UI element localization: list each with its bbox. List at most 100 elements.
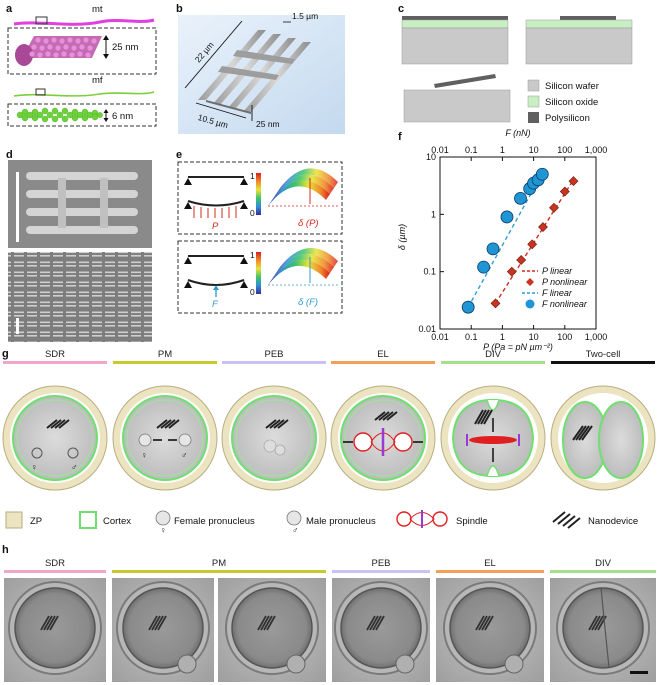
legend-male: Male pronucleus <box>306 516 376 527</box>
panel-h: h SDR PM PEB EL DIV <box>2 544 656 682</box>
polar-body <box>504 654 524 674</box>
nanodevice-image <box>588 615 607 631</box>
nanodevice-beam <box>572 425 584 441</box>
stage-color-bar <box>222 361 326 364</box>
colorbar <box>256 252 261 294</box>
mf-size-label: 6 nm <box>112 111 133 122</box>
x-tick-label: 100 <box>557 332 572 342</box>
data-point-diamond <box>568 176 579 187</box>
nanodevice-icon <box>46 419 70 429</box>
nanodevice-beam <box>382 411 394 421</box>
male-chromatin <box>67 447 79 459</box>
x-top-tick-label: 1 <box>500 145 505 155</box>
y-tick-label: 0.01 <box>418 324 436 334</box>
x-top-tick-label: 0.1 <box>465 145 478 155</box>
y-tick-label: 0.1 <box>423 267 436 277</box>
nanodevice-beam <box>474 409 484 425</box>
nanodevice-beam <box>260 615 270 631</box>
data-point-diamond <box>506 266 517 277</box>
stage-label-4: DIV <box>485 349 502 360</box>
fabrication-step-2 <box>525 16 633 65</box>
nanodevice-beam <box>43 615 53 631</box>
nanodevice-beam <box>151 615 161 631</box>
colorbar <box>256 173 261 215</box>
spindle-icon <box>396 510 448 528</box>
x-tick-label: 1 <box>500 332 505 342</box>
nanodevice-3d <box>198 30 311 114</box>
colorbar-min: 0 <box>250 287 255 297</box>
nanodevice-beam <box>46 615 56 631</box>
mt-label: mt <box>92 4 103 15</box>
legend-label: F nonlinear <box>542 299 588 309</box>
nanodevice-beam <box>40 615 50 631</box>
legend-label: P linear <box>542 266 573 276</box>
spindle-pole-body <box>393 432 413 452</box>
nanodevice-image <box>148 615 167 631</box>
female-chromatin <box>31 447 43 459</box>
zp-swatch <box>5 511 23 529</box>
scale-bar <box>16 318 19 334</box>
dim-width-label: 1.5 µm <box>292 11 318 21</box>
sem-beams <box>26 172 138 234</box>
colorbar-min: 0 <box>250 208 255 218</box>
oocyte <box>340 587 422 669</box>
nanodevice-beam <box>484 615 494 631</box>
stage-color-bar <box>436 570 544 573</box>
data-point-circle <box>535 167 549 181</box>
nanodevice-beam <box>168 419 180 429</box>
nanodevice-beam <box>58 419 70 429</box>
pronuclear-envelope-breakdown <box>263 439 277 453</box>
panel-label-d: d <box>6 149 13 161</box>
data-point-diamond <box>527 239 538 250</box>
nanodevice-beam <box>477 409 487 425</box>
x-tick-label: 10 <box>529 332 539 342</box>
polar-body <box>286 654 306 674</box>
data-point-diamond <box>549 202 559 213</box>
stage-label-3: EL <box>377 349 389 360</box>
x-axis-label: P (Pa = pN µm⁻²) <box>483 342 553 352</box>
stage-label-3: EL <box>484 558 496 569</box>
y-tick-label: 1 <box>431 209 436 219</box>
cleavage-furrow <box>486 465 500 477</box>
microtubule-line <box>13 18 155 26</box>
legend-cortex: Cortex <box>103 516 131 527</box>
female-symbol: ♀ <box>160 525 166 535</box>
nanodevice-icon <box>474 409 493 425</box>
panel-f: f F (nN) δ (µm) P (Pa = pN µm⁻²) 0.010.0… <box>397 128 607 352</box>
nanodevice-beam <box>148 615 158 631</box>
spindle-pole-body <box>353 432 373 452</box>
panel-label-c: c <box>398 3 404 15</box>
plot-frame <box>439 156 597 330</box>
nanodevice-icon <box>156 419 180 429</box>
mt-size-label: 25 nm <box>112 42 138 53</box>
x-tick-label: 0.1 <box>465 332 478 342</box>
x-top-tick-label: 10 <box>529 145 539 155</box>
spindle <box>469 436 517 444</box>
data-point-diamond <box>559 186 570 197</box>
stage-color-bar <box>551 361 655 364</box>
nanodevice-beam <box>164 419 176 429</box>
cortex-inner <box>16 399 94 477</box>
nanodevice-beam <box>594 615 604 631</box>
legend-swatch-poly <box>528 112 539 123</box>
female-symbol: ♀ <box>141 450 147 460</box>
stage-color-bar <box>331 361 435 364</box>
nanodevice-beam <box>378 411 390 421</box>
female-pronucleus-icon <box>155 510 171 526</box>
stage-color-bar <box>112 570 326 573</box>
data-point-diamond <box>538 222 548 232</box>
x-top-tick-label: 0.01 <box>431 145 449 155</box>
cell-body <box>122 395 208 481</box>
g-legend: ZP Cortex ♀ Female pronucleus ♂ Male pro… <box>5 510 638 535</box>
stage-color-bar <box>550 570 656 573</box>
stage-color-bar <box>441 361 545 364</box>
y-tick-label: 10 <box>426 152 436 162</box>
colorbar-max: 1 <box>250 250 255 260</box>
oocyte <box>122 587 204 669</box>
material-legend: Silicon wafer Silicon oxide Polysilicon <box>527 79 599 124</box>
micrographs <box>4 578 656 682</box>
nanodevice-beam <box>266 615 276 631</box>
deformed-beam-f <box>268 247 338 286</box>
nanodevice-beam <box>49 615 59 631</box>
